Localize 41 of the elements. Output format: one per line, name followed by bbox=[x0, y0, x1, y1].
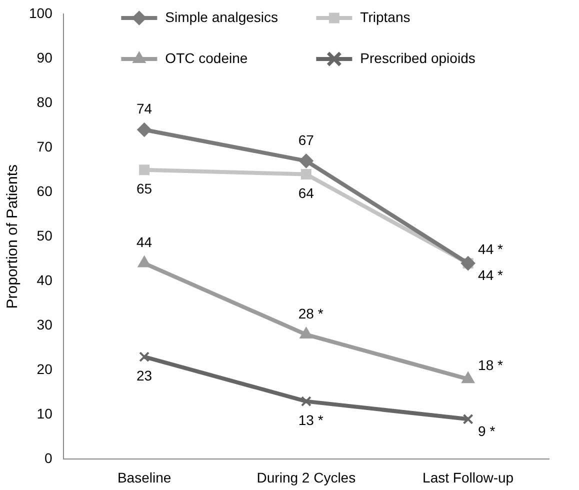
y-axis-title: Proportion of Patients bbox=[4, 164, 22, 309]
point bbox=[300, 396, 312, 407]
y-tick-label: 30 bbox=[36, 316, 53, 332]
point bbox=[462, 414, 474, 424]
x-tick-label: During 2 Cycles bbox=[256, 469, 356, 486]
y-tick-label: 80 bbox=[36, 94, 53, 110]
y-tick-label: 10 bbox=[36, 406, 53, 422]
y-tick-label: 0 bbox=[44, 450, 53, 466]
y-tick-label: 90 bbox=[36, 49, 53, 66]
point bbox=[137, 122, 152, 137]
y-tick-label: 50 bbox=[36, 227, 53, 244]
point bbox=[300, 169, 312, 180]
legend-label: Prescribed opioids bbox=[360, 50, 476, 66]
data-label: 13 * bbox=[298, 412, 324, 428]
y-tick-label: 40 bbox=[36, 272, 53, 288]
data-label: 23 bbox=[136, 368, 152, 384]
legend-label: OTC codeine bbox=[165, 50, 248, 66]
data-label: 9 * bbox=[478, 422, 496, 439]
y-tick-label: 20 bbox=[36, 361, 53, 378]
data-label: 64 bbox=[298, 185, 314, 202]
point bbox=[139, 352, 150, 362]
legend-label: Simple analgesics bbox=[165, 8, 278, 25]
x-tick-label: Baseline bbox=[117, 469, 172, 486]
legend-label: Triptans bbox=[360, 8, 410, 25]
y-tick-label: 60 bbox=[36, 182, 53, 199]
point bbox=[139, 164, 150, 176]
point bbox=[462, 372, 474, 384]
data-label: 67 bbox=[298, 132, 314, 148]
point bbox=[138, 256, 150, 268]
point bbox=[300, 328, 312, 339]
x-tick-label: Last Follow-up bbox=[422, 469, 514, 486]
data-label: 28 * bbox=[298, 305, 324, 322]
data-label: 44 * bbox=[478, 241, 504, 258]
y-tick-label: 100 bbox=[29, 4, 53, 21]
y-tick-label: 70 bbox=[36, 138, 53, 154]
data-label: 44 bbox=[136, 234, 152, 250]
data-label: 74 bbox=[136, 100, 152, 117]
data-label: 18 * bbox=[478, 356, 504, 373]
data-label: 65 bbox=[136, 180, 152, 197]
point bbox=[299, 154, 314, 168]
data-label: 44 * bbox=[478, 267, 504, 284]
